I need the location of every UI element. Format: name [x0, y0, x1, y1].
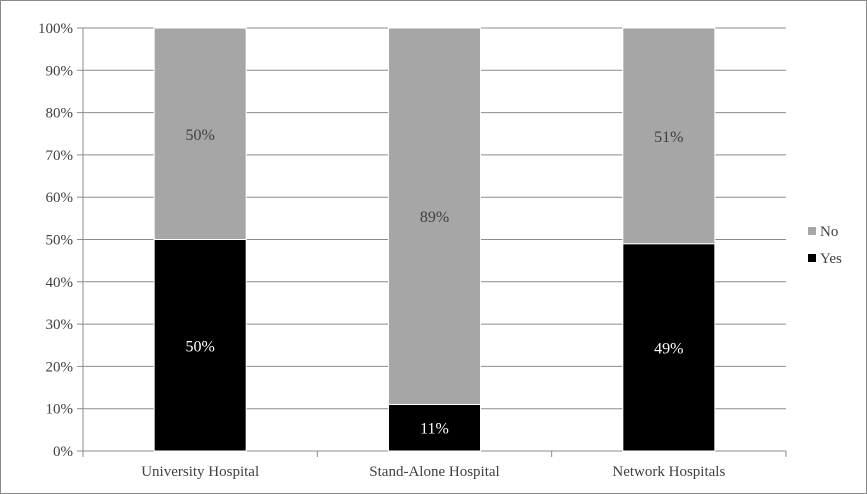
y-tick-label: 90%: [46, 63, 74, 79]
y-tick-label: 40%: [46, 275, 74, 291]
bar-no-0: [153, 27, 247, 240]
legend-label-no: No: [820, 224, 838, 240]
legend-label-yes: Yes: [820, 251, 842, 267]
data-label: 51%: [654, 129, 683, 146]
y-tick-label: 0%: [53, 444, 73, 460]
data-label: 11%: [420, 421, 449, 438]
legend-swatch-yes: [808, 254, 816, 262]
data-label: 50%: [186, 127, 215, 144]
y-tick-label: 60%: [46, 190, 74, 206]
bar-no-2: [622, 27, 716, 245]
y-tick-label: 30%: [46, 317, 74, 333]
y-tick-label: 80%: [46, 106, 74, 122]
x-category-label: Network Hospitals: [612, 464, 725, 480]
y-tick-label: 10%: [46, 402, 74, 418]
bar-yes-1: [388, 403, 481, 452]
legend-swatch-no: [808, 227, 816, 235]
y-tick-label: 70%: [46, 148, 74, 164]
data-label: 49%: [654, 340, 683, 357]
y-tick-label: 50%: [46, 233, 74, 249]
bar-yes-0: [153, 239, 247, 452]
data-label: 89%: [420, 209, 449, 226]
x-category-label: Stand-Alone Hospital: [369, 464, 499, 480]
y-tick-label: 100%: [38, 21, 73, 37]
x-category-label: University Hospital: [141, 464, 259, 480]
data-label: 50%: [186, 338, 215, 355]
y-tick-label: 20%: [46, 359, 74, 375]
bar-yes-2: [622, 243, 716, 452]
bar-no-1: [388, 27, 481, 405]
